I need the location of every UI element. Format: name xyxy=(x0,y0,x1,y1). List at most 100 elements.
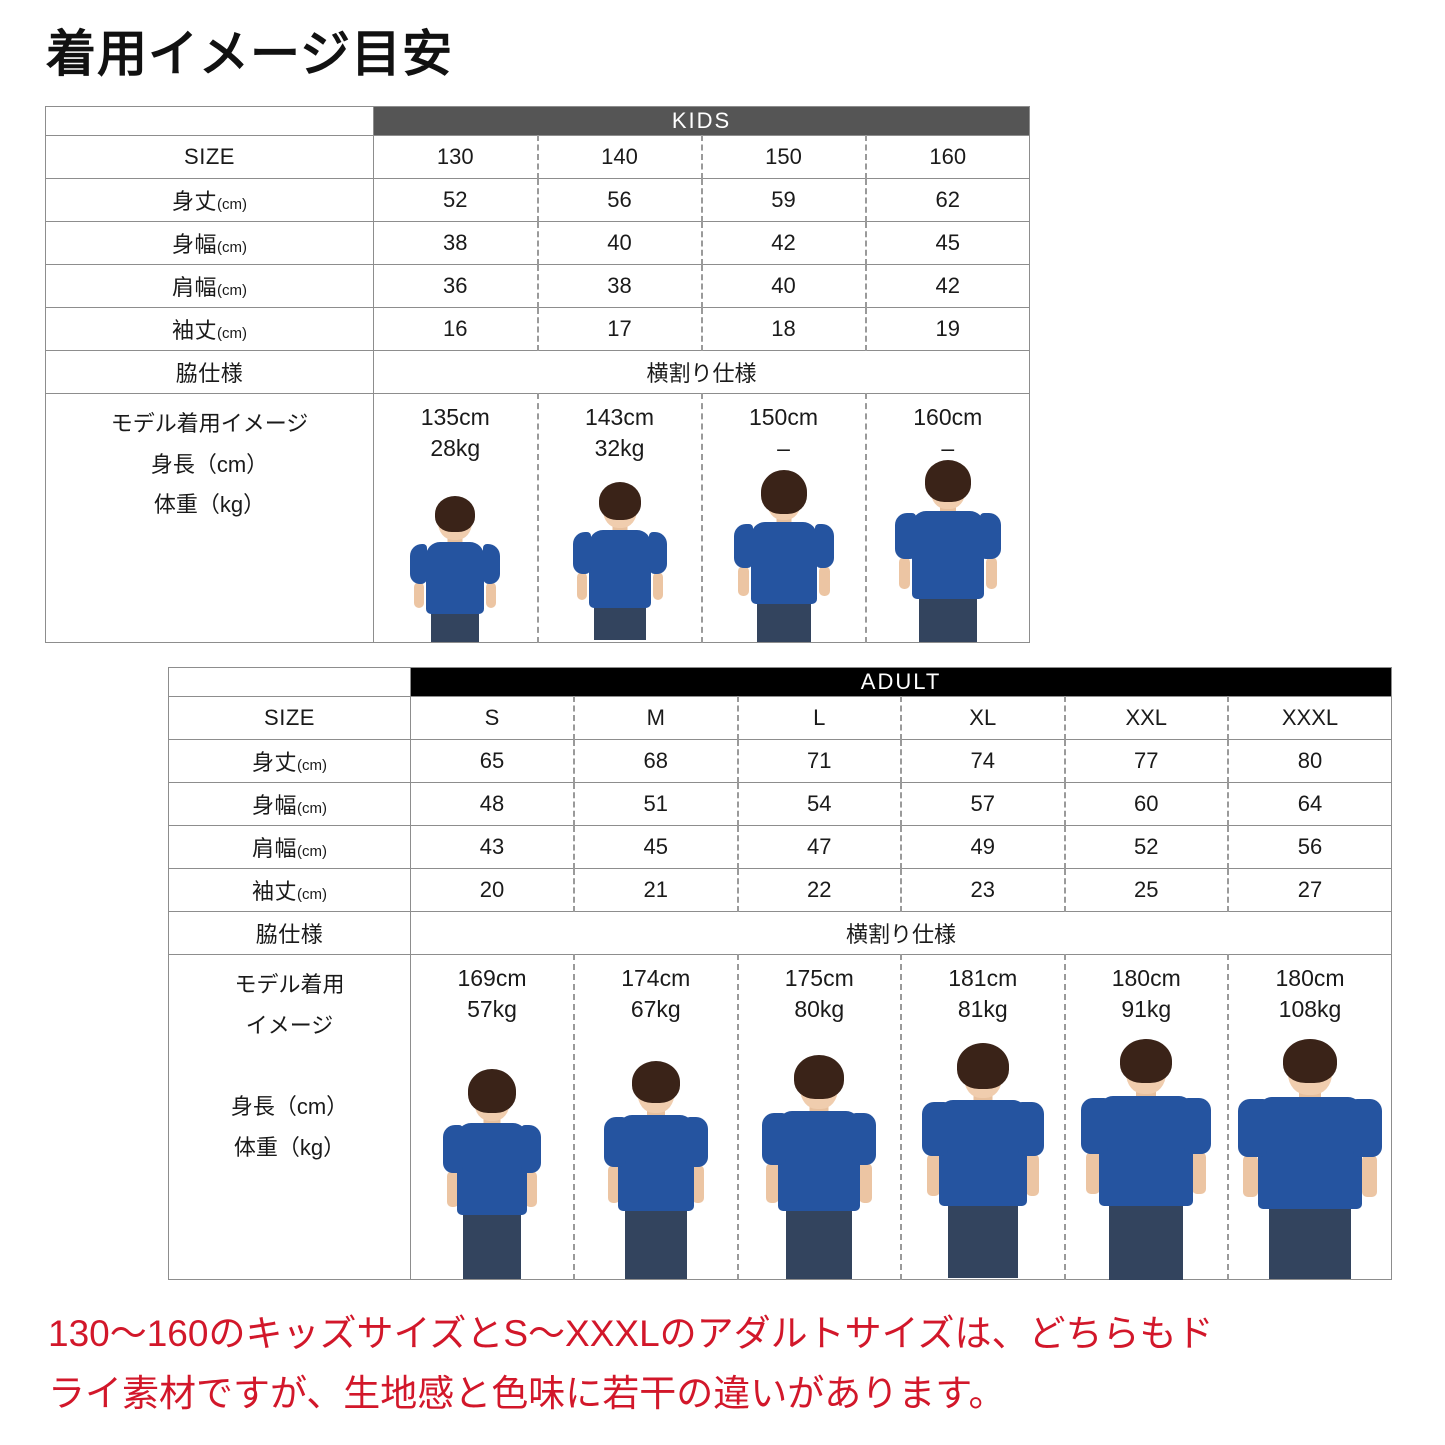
kids-length-label-text: 身丈 xyxy=(171,189,217,214)
adult-width-xxl: 60 xyxy=(1063,782,1229,826)
adult-width-xl: 57 xyxy=(900,782,1065,826)
adult-width-label-text: 身幅 xyxy=(251,793,297,818)
adult-size-l: L xyxy=(736,696,902,740)
adult-model-cell-m: 174cm 67kg xyxy=(573,954,738,1280)
adult-shoulder-xxxl: 56 xyxy=(1227,825,1393,869)
model-figure-adult-xxl xyxy=(1076,1039,1216,1280)
adult-shoulder-xxl: 52 xyxy=(1063,825,1229,869)
adult-length-row: 身丈(cm) 65 68 71 74 77 80 xyxy=(168,739,1393,783)
adult-model-meas-s: 169cm 57kg xyxy=(457,965,527,1023)
kids-size-160: 160 xyxy=(864,135,1031,179)
kids-width-140: 40 xyxy=(536,221,702,265)
adult-size-row: SIZE S M L XL XXL XXXL xyxy=(168,696,1393,740)
kids-shoulder-130: 36 xyxy=(373,264,538,308)
kids-shoulder-row: 肩幅(cm) 36 38 40 42 xyxy=(45,264,1031,308)
kids-shoulder-160: 42 xyxy=(864,264,1031,308)
adult-shoulder-unit: (cm) xyxy=(297,843,327,860)
kids-shoulder-label: 肩幅(cm) xyxy=(45,264,374,308)
kids-width-150: 42 xyxy=(700,221,866,265)
fabric-difference-note: 130〜160のキッズサイズとS〜XXXLのアダルトサイズは、どちらもド ライ素… xyxy=(48,1304,1408,1424)
kids-length-130: 52 xyxy=(373,178,538,222)
adult-length-s: 65 xyxy=(410,739,575,783)
kids-sleeve-label: 袖丈(cm) xyxy=(45,307,374,351)
adult-length-xxxl: 80 xyxy=(1227,739,1393,783)
adult-model-row: モデル着用 イメージ 身長（cm） 体重（kg） 169cm 57kg 174c… xyxy=(168,954,1393,1280)
model-figure-kids-140 xyxy=(561,480,679,642)
kids-sleeve-label-text: 袖丈 xyxy=(171,318,217,343)
model-figure-adult-l xyxy=(754,1055,884,1279)
adult-banner-row: ADULT xyxy=(168,667,1393,697)
adult-width-m: 51 xyxy=(573,782,738,826)
model-figure-kids-130 xyxy=(396,494,514,642)
kids-length-160: 62 xyxy=(864,178,1031,222)
adult-banner-label: ADULT xyxy=(409,667,1393,697)
kids-model-cell-160: 160cm – xyxy=(864,393,1031,643)
kids-shoulder-140: 38 xyxy=(536,264,702,308)
kids-banner-label: KIDS xyxy=(372,106,1031,136)
kids-side-spec-label: 脇仕様 xyxy=(45,350,374,394)
adult-sleeve-xl: 23 xyxy=(900,868,1065,912)
kids-shoulder-unit: (cm) xyxy=(217,282,247,299)
adult-model-meas-xxl: 180cm 91kg xyxy=(1111,965,1181,1023)
kids-size-table: KIDS SIZE 130 140 150 160 身丈(cm) 52 56 5… xyxy=(45,106,1031,643)
adult-size-label: SIZE xyxy=(168,696,411,740)
model-figure-adult-m xyxy=(594,1061,718,1279)
adult-size-m: M xyxy=(573,696,738,740)
model-figure-kids-150 xyxy=(722,470,846,642)
kids-model-cell-150: 150cm – xyxy=(700,393,866,643)
kids-model-label: モデル着用イメージ 身長（cm） 体重（kg） xyxy=(45,393,374,643)
kids-width-label: 身幅(cm) xyxy=(45,221,374,265)
adult-banner-spacer xyxy=(168,667,411,697)
kids-size-row: SIZE 130 140 150 160 xyxy=(45,135,1031,179)
kids-width-label-text: 身幅 xyxy=(171,232,217,257)
kids-width-160: 45 xyxy=(864,221,1031,265)
kids-length-140: 56 xyxy=(536,178,702,222)
kids-sleeve-140: 17 xyxy=(536,307,702,351)
kids-model-meas-130: 135cm 28kg xyxy=(420,404,490,462)
adult-model-cell-xxl: 180cm 91kg xyxy=(1063,954,1229,1280)
adult-size-xxl: XXL xyxy=(1063,696,1229,740)
kids-sleeve-130: 16 xyxy=(373,307,538,351)
kids-length-150: 59 xyxy=(700,178,866,222)
adult-width-xxxl: 64 xyxy=(1227,782,1393,826)
model-figure-adult-xl xyxy=(916,1043,1050,1279)
kids-size-label: SIZE xyxy=(45,135,374,179)
adult-sleeve-s: 20 xyxy=(410,868,575,912)
adult-sleeve-l: 22 xyxy=(736,868,902,912)
adult-model-label: モデル着用 イメージ 身長（cm） 体重（kg） xyxy=(168,954,411,1280)
adult-model-meas-xl: 181cm 81kg xyxy=(948,965,1018,1023)
adult-side-spec-label: 脇仕様 xyxy=(168,911,411,955)
adult-model-meas-l: 175cm 80kg xyxy=(784,965,854,1023)
kids-length-row: 身丈(cm) 52 56 59 62 xyxy=(45,178,1031,222)
kids-side-spec-row: 脇仕様 横割り仕様 xyxy=(45,350,1031,394)
kids-sleeve-160: 19 xyxy=(864,307,1031,351)
adult-shoulder-m: 45 xyxy=(573,825,738,869)
kids-length-unit: (cm) xyxy=(217,196,247,213)
adult-sleeve-label-text: 袖丈 xyxy=(251,879,297,904)
adult-width-row: 身幅(cm) 48 51 54 57 60 64 xyxy=(168,782,1393,826)
kids-size-150: 150 xyxy=(700,135,866,179)
adult-sleeve-label: 袖丈(cm) xyxy=(168,868,411,912)
adult-size-xl: XL xyxy=(900,696,1065,740)
kids-model-meas-160: 160cm – xyxy=(913,404,983,462)
kids-model-row: モデル着用イメージ 身長（cm） 体重（kg） 135cm 28kg 143cm… xyxy=(45,393,1031,643)
adult-sleeve-xxl: 25 xyxy=(1063,868,1229,912)
kids-model-meas-140: 143cm 32kg xyxy=(584,404,655,462)
kids-width-unit: (cm) xyxy=(217,239,247,256)
kids-shoulder-150: 40 xyxy=(700,264,866,308)
adult-width-label: 身幅(cm) xyxy=(168,782,411,826)
kids-size-130: 130 xyxy=(373,135,538,179)
adult-size-table: ADULT SIZE S M L XL XXL XXXL 身丈(cm) 65 6… xyxy=(168,667,1393,1280)
adult-model-cell-xl: 181cm 81kg xyxy=(900,954,1065,1280)
kids-model-cell-140: 143cm 32kg xyxy=(536,393,702,643)
kids-model-meas-150: 150cm – xyxy=(748,404,819,462)
adult-shoulder-row: 肩幅(cm) 43 45 47 49 52 56 xyxy=(168,825,1393,869)
kids-banner-row: KIDS xyxy=(45,106,1031,136)
adult-side-spec-value: 横割り仕様 xyxy=(409,911,1393,955)
adult-shoulder-label-text: 肩幅 xyxy=(251,836,297,861)
kids-shoulder-label-text: 肩幅 xyxy=(171,275,217,300)
adult-model-meas-m: 174cm 67kg xyxy=(621,965,691,1023)
adult-model-cell-xxxl: 180cm 108kg xyxy=(1227,954,1393,1280)
adult-length-xl: 74 xyxy=(900,739,1065,783)
kids-banner-spacer xyxy=(45,106,374,136)
